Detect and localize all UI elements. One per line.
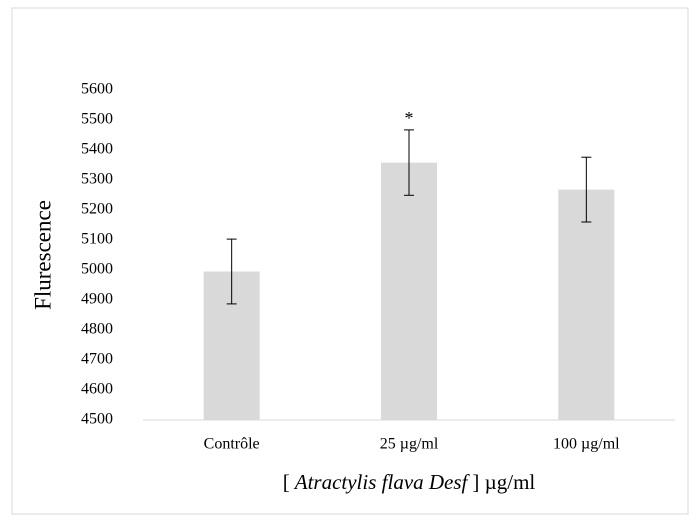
error-bar xyxy=(581,156,592,223)
y-tick-label: 4700 xyxy=(81,351,113,368)
y-tick-label: 4600 xyxy=(81,381,113,398)
x-axis-title: [Atractylis flava Desf] µg/ml xyxy=(283,470,536,494)
y-tick-label: 4800 xyxy=(81,321,113,338)
x-title-suffix: ] µg/ml xyxy=(472,470,535,494)
y-tick-label: 5000 xyxy=(81,261,113,278)
error-bar xyxy=(226,238,237,305)
y-tick-label: 5100 xyxy=(81,231,113,248)
y-tick-label: 5500 xyxy=(81,111,113,128)
y-tick-label: 5600 xyxy=(81,81,113,98)
x-tick-label: 25 µg/ml xyxy=(380,436,439,453)
x-title-prefix: [ xyxy=(283,470,290,494)
y-tick-label: 4900 xyxy=(81,291,113,308)
x-tick-label: Contrôle xyxy=(204,436,260,453)
annotation: * xyxy=(405,108,414,128)
y-axis-title: Flurescence xyxy=(30,200,55,310)
y-tick-label: 5400 xyxy=(81,141,113,158)
bar xyxy=(558,189,615,420)
y-tick-label: 5200 xyxy=(81,201,113,218)
y-tick-label: 4500 xyxy=(81,411,113,428)
x-title-italic: Atractylis flava Desf xyxy=(293,470,471,494)
y-tick-label: 5300 xyxy=(81,171,113,188)
x-tick-label: 100 µg/ml xyxy=(553,436,620,453)
bar xyxy=(381,162,437,420)
error-bar xyxy=(404,129,414,196)
